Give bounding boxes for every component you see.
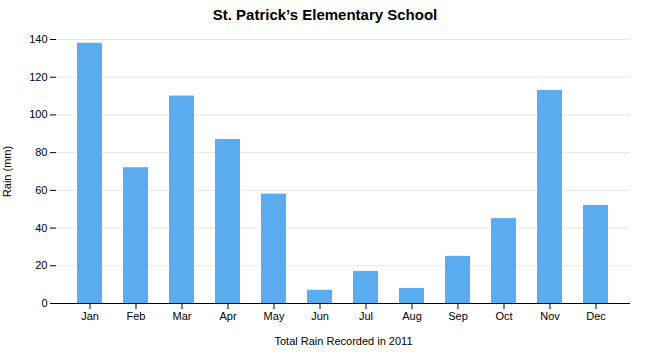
svg-text:Dec: Dec <box>586 310 606 322</box>
svg-text:Feb: Feb <box>127 310 146 322</box>
svg-text:Apr: Apr <box>219 310 236 322</box>
svg-text:40: 40 <box>35 222 47 234</box>
svg-text:May: May <box>264 310 285 322</box>
svg-text:Nov: Nov <box>540 310 560 322</box>
svg-text:Mar: Mar <box>173 310 192 322</box>
svg-text:Rain (mm): Rain (mm) <box>1 146 13 197</box>
svg-text:100: 100 <box>29 108 47 120</box>
svg-text:Jun: Jun <box>311 310 329 322</box>
svg-text:Jan: Jan <box>81 310 99 322</box>
svg-text:0: 0 <box>41 297 47 309</box>
html-text:St. Patrick’s Elementary Schoo: St. Patrick’s Elementary School <box>212 6 438 23</box>
svg-text:140: 140 <box>29 33 47 45</box>
svg-text:Oct: Oct <box>495 310 512 322</box>
svg-text:60: 60 <box>35 184 47 196</box>
svg-text:20: 20 <box>35 259 47 271</box>
svg-text:Total Rain Recorded in 2011: Total Rain Recorded in 2011 <box>275 335 413 347</box>
svg-text:Sep: Sep <box>448 310 468 322</box>
svg-text:120: 120 <box>29 71 47 83</box>
svg-text:80: 80 <box>35 146 47 158</box>
svg-text:Jul: Jul <box>359 310 373 322</box>
svg-text:Aug: Aug <box>402 310 422 322</box>
